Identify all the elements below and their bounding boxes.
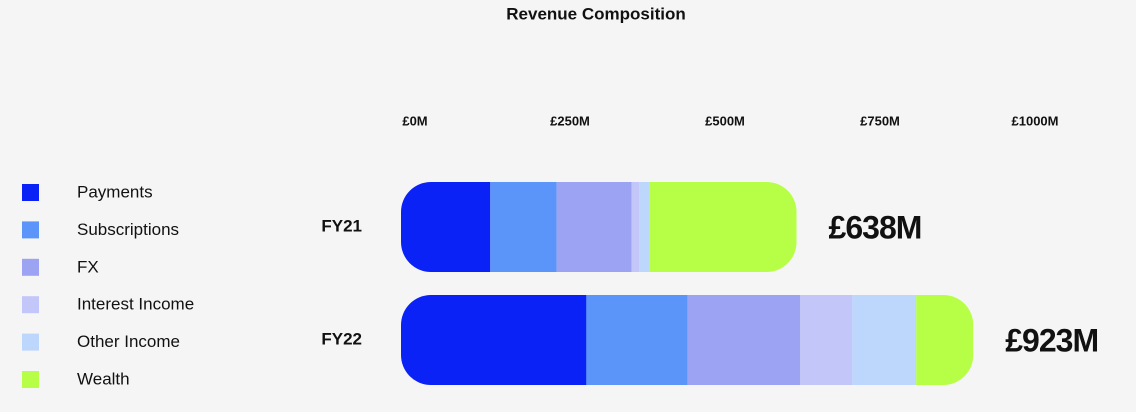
bar-segment	[852, 295, 917, 385]
bar-segment	[401, 295, 587, 385]
legend-label: Subscriptions	[77, 220, 179, 239]
legend-label: Payments	[77, 182, 153, 201]
legend-swatch	[22, 221, 39, 239]
legend-label: FX	[77, 257, 99, 276]
bar-segment	[490, 182, 557, 272]
bar-segment	[586, 295, 688, 385]
legend-swatch	[22, 296, 39, 314]
legend-label: Interest Income	[77, 295, 194, 314]
bar-segment	[631, 182, 640, 272]
chart-title: Revenue Composition	[506, 4, 685, 23]
bar-segment	[556, 182, 632, 272]
bar-segment	[649, 182, 797, 272]
total-label: £923M	[1005, 322, 1098, 358]
legend-swatch	[22, 333, 39, 351]
legend-label: Other Income	[77, 332, 180, 351]
x-tick-label: £0M	[402, 113, 427, 128]
legend-label: Wealth	[77, 369, 130, 388]
x-tick-label: £1000M	[1012, 113, 1059, 128]
bar-group	[401, 295, 974, 385]
x-tick-label: £500M	[705, 113, 745, 128]
bar-segment	[800, 295, 853, 385]
bar-group	[401, 182, 797, 272]
bar-segment	[687, 295, 801, 385]
legend-swatch	[22, 371, 39, 388]
category-label: FY21	[321, 216, 362, 235]
bar-segment	[916, 295, 974, 385]
legend-swatch	[22, 258, 39, 276]
category-label: FY22	[321, 329, 362, 348]
total-label: £638M	[829, 209, 922, 245]
x-tick-label: £750M	[860, 113, 900, 128]
legend-swatch	[22, 184, 39, 201]
x-tick-label: £250M	[550, 113, 590, 128]
bar-segment	[401, 182, 491, 272]
bar-segment	[639, 182, 650, 272]
